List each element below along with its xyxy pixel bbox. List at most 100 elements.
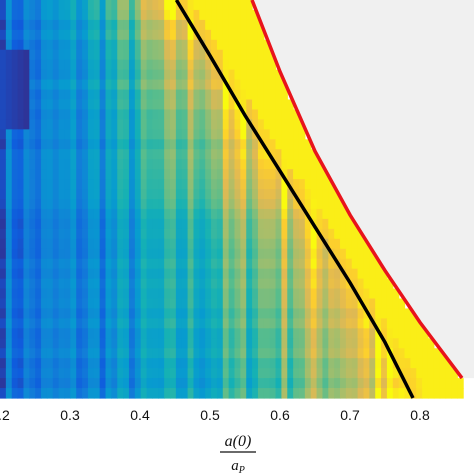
heatmap-cell	[123, 318, 130, 329]
heatmap-cell	[5, 119, 13, 130]
heatmap-cell	[263, 268, 271, 280]
heatmap-cell	[5, 189, 13, 200]
heatmap-cell	[93, 99, 101, 111]
heatmap-cell	[111, 318, 118, 329]
heatmap-cell	[181, 348, 189, 359]
heatmap-cell	[146, 119, 154, 130]
heatmap-cell	[87, 0, 95, 11]
heatmap-cell	[117, 208, 124, 220]
heatmap-cell	[228, 59, 236, 71]
heatmap-cell	[134, 218, 142, 230]
heatmap-cell	[357, 318, 365, 329]
heatmap-cell	[287, 139, 294, 150]
heatmap-cell	[228, 49, 236, 61]
heatmap-cell	[52, 278, 60, 290]
heatmap-cell	[228, 149, 236, 160]
heatmap-cell	[0, 358, 7, 369]
heatmap-cell	[269, 189, 277, 200]
heatmap-cell	[275, 109, 282, 120]
heatmap-cell	[123, 49, 130, 61]
heatmap-cell	[64, 49, 71, 61]
heatmap-cell	[123, 368, 130, 379]
heatmap-cell	[152, 169, 159, 180]
heatmap-cell	[11, 129, 19, 140]
heatmap-cell	[252, 79, 259, 91]
heatmap-cell	[152, 388, 159, 399]
heatmap-cell	[234, 228, 241, 240]
heatmap-cell	[175, 29, 183, 41]
heatmap-cell	[41, 39, 48, 51]
heatmap-cell	[222, 149, 230, 160]
heatmap-cell	[304, 368, 312, 379]
heatmap-cell	[105, 139, 112, 150]
heatmap-cell	[17, 258, 25, 270]
heatmap-cell	[41, 79, 48, 91]
heatmap-cell	[234, 288, 241, 300]
heatmap-cell	[445, 378, 453, 389]
heatmap-cell	[222, 99, 230, 111]
heatmap-cell	[164, 308, 171, 319]
heatmap-cell	[117, 268, 124, 280]
heatmap-cell	[164, 288, 171, 300]
heatmap-cell	[64, 378, 71, 389]
heatmap-cell	[211, 318, 218, 329]
heatmap-cell	[117, 49, 124, 61]
heatmap-cell	[152, 358, 159, 369]
heatmap-cell	[222, 9, 230, 21]
heatmap-cell	[117, 238, 124, 250]
heatmap-cell	[70, 318, 77, 329]
heatmap-cell	[82, 308, 89, 319]
heatmap-cell	[357, 268, 365, 280]
heatmap-cell	[64, 139, 71, 150]
heatmap-cell	[17, 39, 25, 51]
heatmap-cell	[134, 228, 142, 240]
heatmap-cell	[82, 199, 89, 210]
heatmap-cell	[340, 238, 347, 250]
heatmap-cell	[275, 328, 282, 339]
heatmap-cell	[128, 39, 136, 51]
heatmap-cell	[316, 169, 324, 180]
heatmap-cell	[134, 318, 142, 329]
heatmap-cell	[5, 99, 13, 111]
heatmap-cell	[158, 129, 165, 140]
heatmap-cell	[82, 328, 89, 339]
heatmap-cell	[234, 19, 241, 31]
heatmap-cell	[322, 368, 329, 379]
heatmap-cell	[23, 159, 30, 170]
heatmap-cell	[234, 208, 241, 220]
heatmap-cell	[29, 89, 36, 101]
heatmap-cell	[82, 39, 89, 51]
heatmap-cell	[134, 49, 142, 61]
heatmap-cell	[287, 99, 294, 111]
heatmap-cell	[375, 378, 382, 389]
heatmap-cell	[152, 208, 159, 220]
heatmap-cell	[123, 218, 130, 230]
heatmap-cell	[234, 129, 241, 140]
heatmap-cell	[23, 79, 30, 91]
heatmap-cell	[105, 288, 112, 300]
heatmap-cell	[252, 268, 259, 280]
heatmap-cell	[193, 109, 200, 120]
heatmap-cell	[275, 79, 282, 91]
heatmap-cell	[357, 288, 365, 300]
heatmap-cell	[298, 169, 306, 180]
heatmap-cell	[0, 199, 7, 210]
heatmap-cell	[257, 388, 265, 399]
heatmap-cell	[70, 79, 77, 91]
heatmap-cell	[111, 368, 118, 379]
heatmap-cell	[123, 199, 130, 210]
heatmap-cell	[170, 318, 177, 329]
heatmap-cell	[246, 189, 253, 200]
heatmap-cell	[123, 388, 130, 399]
heatmap-cell	[228, 0, 236, 11]
heatmap-cell	[111, 258, 118, 270]
heatmap-cell	[252, 69, 259, 81]
heatmap-cell	[328, 318, 335, 329]
heatmap-cell	[234, 9, 241, 21]
heatmap-cell	[205, 238, 212, 250]
heatmap-cell	[298, 268, 306, 280]
heatmap-cell	[433, 358, 441, 369]
heatmap-cell	[416, 358, 423, 369]
heatmap-cell	[281, 109, 288, 120]
heatmap-cell	[117, 9, 124, 21]
